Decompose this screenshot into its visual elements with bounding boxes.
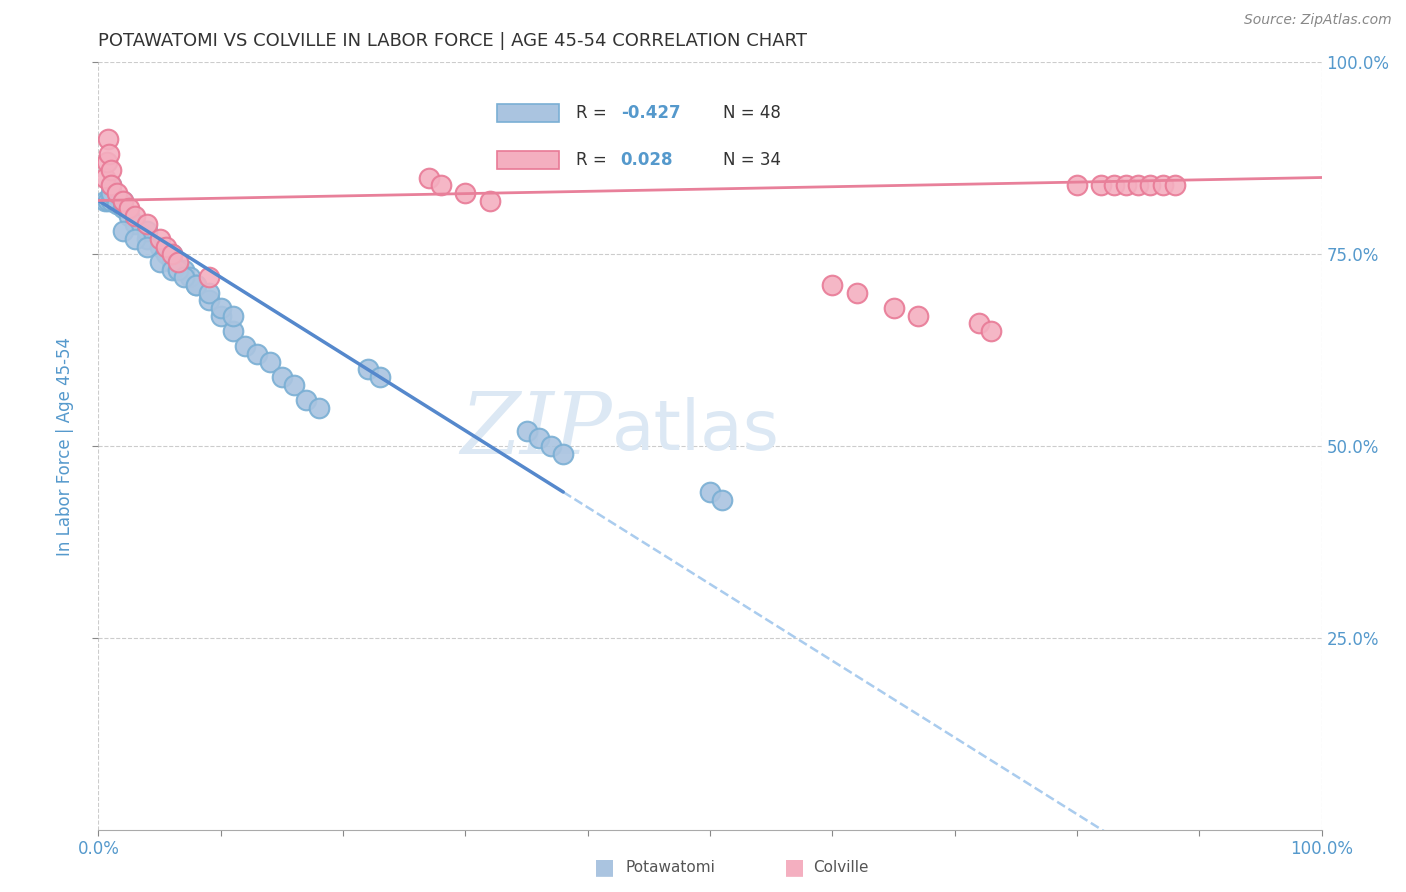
Text: POTAWATOMI VS COLVILLE IN LABOR FORCE | AGE 45-54 CORRELATION CHART: POTAWATOMI VS COLVILLE IN LABOR FORCE | … [98,32,807,50]
Point [111,194,134,208]
Point [167,255,190,269]
Point [173,270,195,285]
Point [478,194,501,208]
Point [454,186,477,200]
Point [124,232,146,246]
Point [845,285,868,300]
Point [711,492,734,507]
Point [197,270,219,285]
Point [259,354,281,368]
Point [100,178,122,193]
Point [980,324,1002,338]
Point [1128,178,1150,193]
Point [515,424,537,438]
Point [97,132,120,146]
Point [167,262,190,277]
Point [222,309,245,323]
Point [1090,178,1112,193]
Y-axis label: In Labor Force | Age 45-54: In Labor Force | Age 45-54 [56,336,75,556]
Point [149,255,172,269]
Point [527,431,550,445]
Point [1139,178,1161,193]
Point [136,217,159,231]
Point [246,347,269,361]
Point [93,170,115,185]
Point [155,239,177,253]
Point [111,224,134,238]
Point [553,447,575,461]
Point [209,309,232,323]
Point [197,293,219,308]
Point [100,194,122,208]
Text: atlas: atlas [612,397,780,464]
Point [97,194,120,208]
Point [160,247,183,261]
Point [222,324,245,338]
Point [430,178,453,193]
Point [124,209,146,223]
Point [136,239,159,253]
Point [907,309,929,323]
Point [105,186,128,200]
Point [356,362,378,376]
Text: ZIP: ZIP [460,389,612,472]
Point [118,209,141,223]
Point [111,201,134,215]
Point [149,232,172,246]
Point [270,370,294,384]
Point [1164,178,1187,193]
Point [98,147,121,161]
Point [883,301,905,315]
Point [111,194,134,208]
Point [100,186,122,200]
Text: ■: ■ [785,857,804,877]
Point [821,277,844,292]
Point [100,178,122,193]
Text: Potawatomi: Potawatomi [626,860,716,874]
Text: Colville: Colville [813,860,868,874]
Text: ■: ■ [595,857,614,877]
Point [1102,178,1125,193]
Point [136,224,159,238]
Point [186,277,208,292]
Point [179,270,201,285]
Point [209,301,232,315]
Point [308,401,330,415]
Point [118,201,141,215]
Point [96,155,118,169]
Point [149,239,172,253]
Point [186,277,208,292]
Point [155,247,177,261]
Point [699,485,721,500]
Point [418,170,440,185]
Point [173,262,195,277]
Point [160,255,183,269]
Point [100,162,122,177]
Point [136,232,159,246]
Point [295,392,318,407]
Point [967,316,990,330]
Point [283,377,305,392]
Point [197,285,219,300]
Point [105,197,128,211]
Point [1152,178,1174,193]
Point [233,339,256,353]
Point [160,262,183,277]
Point [540,439,562,453]
Point [1066,178,1088,193]
Point [93,194,115,208]
Point [1115,178,1137,193]
Point [160,247,183,261]
Point [124,217,146,231]
Text: Source: ZipAtlas.com: Source: ZipAtlas.com [1244,13,1392,28]
Point [368,370,391,384]
